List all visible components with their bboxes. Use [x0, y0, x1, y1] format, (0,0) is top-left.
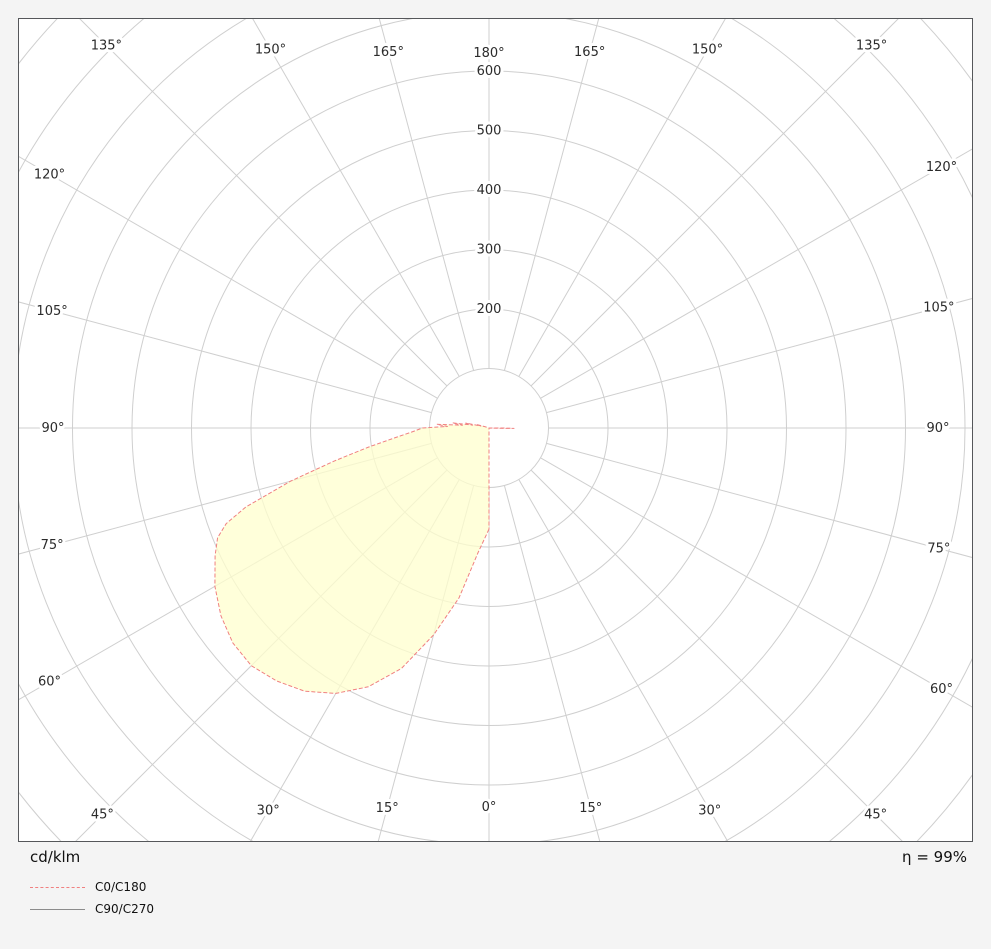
svg-text:150°: 150° [255, 43, 286, 58]
svg-text:600: 600 [477, 64, 502, 79]
polar-diagram-frame: 200 300 400 500 600 0° 15° 15° 30° 30° 45° 45° 60° 60… [18, 18, 973, 842]
polar-grid [19, 19, 972, 841]
svg-text:300: 300 [477, 243, 502, 258]
svg-text:135°: 135° [856, 38, 887, 53]
svg-text:120°: 120° [34, 167, 65, 182]
svg-text:105°: 105° [36, 304, 67, 319]
axis-labels: 200 300 400 500 600 0° 15° 15° 30° 30° 45° 45° 60° 60… [31, 35, 960, 825]
chart-footer: cd/klm η = 99% [18, 848, 973, 866]
svg-text:45°: 45° [864, 808, 887, 823]
efficiency-label: η = 99% [902, 848, 967, 866]
svg-text:500: 500 [477, 124, 502, 139]
svg-text:75°: 75° [41, 538, 64, 553]
legend: C0/C180 C90/C270 [30, 880, 154, 916]
svg-text:15°: 15° [376, 801, 399, 816]
legend-item-c90-c270: C90/C270 [30, 902, 154, 916]
polar-chart-svg: 200 300 400 500 600 0° 15° 15° 30° 30° 45° 45° 60° 60… [19, 19, 972, 841]
svg-text:180°: 180° [473, 46, 504, 61]
svg-text:400: 400 [477, 183, 502, 198]
svg-text:165°: 165° [373, 45, 404, 60]
svg-text:0°: 0° [482, 800, 497, 815]
svg-text:150°: 150° [692, 43, 723, 58]
svg-text:165°: 165° [574, 45, 605, 60]
svg-text:75°: 75° [927, 542, 950, 557]
svg-text:45°: 45° [91, 808, 114, 823]
svg-text:135°: 135° [91, 38, 122, 53]
svg-text:60°: 60° [930, 682, 953, 697]
legend-label-c0-c180: C0/C180 [95, 880, 147, 894]
svg-text:30°: 30° [257, 804, 280, 819]
svg-text:30°: 30° [698, 804, 721, 819]
svg-text:90°: 90° [41, 421, 64, 436]
svg-text:15°: 15° [579, 801, 602, 816]
legend-line-1 [30, 908, 85, 910]
c0-c180-curve [214, 422, 515, 694]
legend-line-0 [30, 886, 85, 888]
svg-text:200: 200 [477, 302, 502, 317]
svg-text:105°: 105° [923, 301, 954, 316]
units-label: cd/klm [30, 848, 81, 866]
svg-text:120°: 120° [926, 160, 957, 175]
legend-item-c0-c180: C0/C180 [30, 880, 154, 894]
svg-text:60°: 60° [38, 675, 61, 690]
svg-text:90°: 90° [926, 421, 949, 436]
legend-label-c90-c270: C90/C270 [95, 902, 154, 916]
